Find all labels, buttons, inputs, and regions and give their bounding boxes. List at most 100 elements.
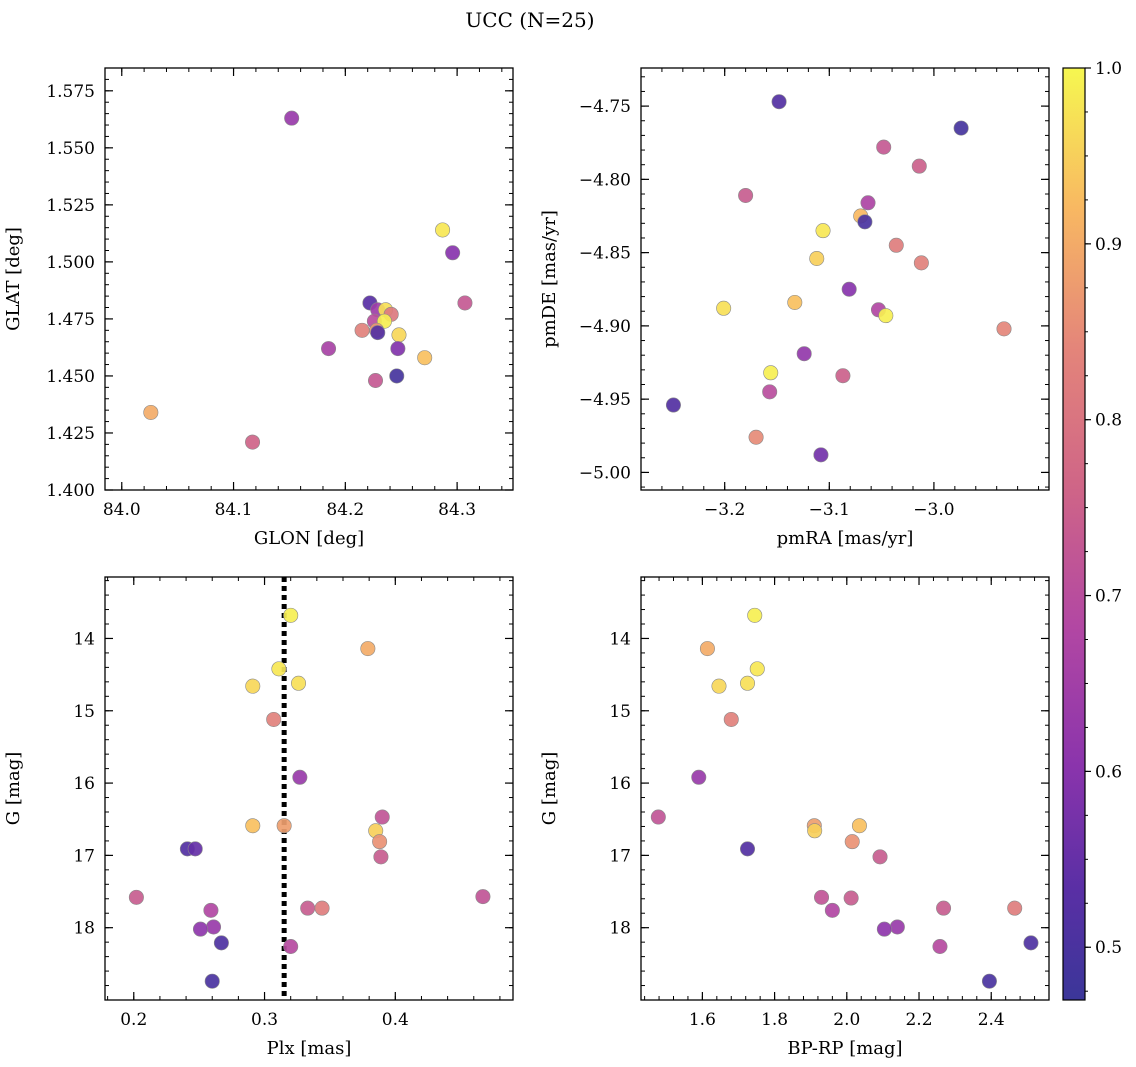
figure-title: UCC (N=25) xyxy=(465,8,594,32)
y-tick-label: 1.400 xyxy=(46,481,95,501)
x-tick-label: 0.4 xyxy=(382,1010,409,1030)
scatter-point xyxy=(844,834,860,850)
scatter-point xyxy=(815,223,831,239)
scatter-point xyxy=(389,368,405,384)
y-tick-label: 1.475 xyxy=(46,310,95,330)
y-tick-label: 1.450 xyxy=(46,367,95,387)
scatter-point xyxy=(740,675,756,691)
x-tick-label: −3.2 xyxy=(704,500,745,520)
y-axis-label: G [mag] xyxy=(3,752,24,825)
scatter-point xyxy=(716,300,732,316)
scatter-point xyxy=(913,255,929,271)
scatter-point xyxy=(807,823,823,839)
y-tick-label: −4.90 xyxy=(579,317,631,337)
y-tick-label: 1.525 xyxy=(46,196,95,216)
panel-4: 1.6 1.8 2.0 2.2 2.4 14 15 16 17 18 BP-RP [mag] G [m… xyxy=(539,576,1050,1059)
y-tick-label: 16 xyxy=(609,774,631,794)
y-tick-label: 1.425 xyxy=(46,424,95,444)
x-axis-label: GLON [deg] xyxy=(254,528,364,549)
scatter-point xyxy=(911,158,927,174)
x-tick-label: 84.1 xyxy=(215,500,253,520)
scatter-point xyxy=(888,237,904,253)
scatter-point xyxy=(1007,900,1023,916)
x-axis-label: pmRA [mas/yr] xyxy=(777,528,914,549)
scatter-point xyxy=(314,900,330,916)
scatter-point xyxy=(981,973,997,989)
scatter-point xyxy=(878,308,894,324)
scatter-point xyxy=(321,341,337,357)
scatter-point xyxy=(374,809,390,825)
panels: 84.0 84.1 84.2 84.3 1.400 1.425 1.450 1.475 1.50… xyxy=(3,67,1050,1059)
y-tick-label: 17 xyxy=(73,846,95,866)
y-axis-label: G [mag] xyxy=(539,752,560,825)
y-tick-label: −4.95 xyxy=(579,390,631,410)
scatter-point xyxy=(860,195,876,211)
scatter-point xyxy=(650,809,666,825)
y-tick-label: −4.75 xyxy=(579,97,631,117)
scatter-point xyxy=(889,919,905,935)
scatter-point xyxy=(813,447,829,463)
scatter-point xyxy=(360,641,376,657)
colorbar: 0.5 0.6 0.7 0.8 0.9 1.0 xyxy=(1062,59,1122,1001)
scatter-point xyxy=(283,607,299,623)
colorbar-tick-label: 1.0 xyxy=(1095,59,1122,79)
scatter-point xyxy=(876,139,892,155)
panel-2: −3.2 −3.1 −3.0 −4.75 −4.80 −4.85 −4.90 −4.95 −5.… xyxy=(539,67,1050,549)
scatter-point xyxy=(738,187,754,203)
y-tick-label: 18 xyxy=(73,919,95,939)
y-tick-label: −5.00 xyxy=(579,463,631,483)
scatter-point xyxy=(245,434,261,450)
scatter-point xyxy=(283,938,299,954)
colorbar-gradient xyxy=(1062,67,1086,1001)
scatter-point xyxy=(143,404,159,420)
y-tick-label: 16 xyxy=(73,774,95,794)
scatter-point xyxy=(749,661,765,677)
scatter-point xyxy=(996,321,1012,337)
scatter-point xyxy=(953,120,969,136)
y-axis-label: GLAT [deg] xyxy=(3,227,24,331)
scatter-point xyxy=(372,834,388,850)
scatter-point xyxy=(435,222,451,238)
scatter-point xyxy=(354,322,370,338)
scatter-point xyxy=(292,769,308,785)
scatter-point xyxy=(835,368,851,384)
x-tick-label: 1.6 xyxy=(689,1010,716,1030)
y-tick-label: 17 xyxy=(609,846,631,866)
scatter-point xyxy=(457,295,473,311)
y-tick-label: 1.575 xyxy=(46,82,95,102)
scatter-point xyxy=(245,678,261,694)
x-tick-label: 2.2 xyxy=(905,1010,932,1030)
scatter-point xyxy=(204,973,220,989)
scatter-point xyxy=(417,350,433,366)
y-tick-label: 15 xyxy=(73,702,95,722)
scatter-point xyxy=(370,325,386,341)
scatter-point xyxy=(475,889,491,905)
scatter-point xyxy=(872,849,888,865)
scatter-point xyxy=(128,889,144,905)
y-tick-label: −4.80 xyxy=(579,170,631,190)
colorbar-tick-label: 0.5 xyxy=(1095,938,1122,958)
scatter-point xyxy=(245,818,261,834)
x-tick-label: 84.2 xyxy=(326,500,364,520)
scatter-point xyxy=(796,346,812,362)
y-tick-label: 15 xyxy=(609,702,631,722)
y-tick-label: 14 xyxy=(73,629,95,649)
scatter-point xyxy=(276,818,292,834)
y-tick-label: −4.85 xyxy=(579,244,631,264)
x-axis-label: Plx [mas] xyxy=(267,1038,352,1059)
scatter-point xyxy=(851,818,867,834)
scatter-point xyxy=(368,373,384,389)
scatter-point xyxy=(740,841,756,857)
scatter-point xyxy=(747,607,763,623)
x-tick-label: 84.3 xyxy=(438,500,476,520)
x-axis-label: BP-RP [mag] xyxy=(787,1038,902,1059)
y-tick-label: 1.500 xyxy=(46,253,95,273)
scatter-point xyxy=(665,397,681,413)
scatter-point xyxy=(857,214,873,230)
scatter-point xyxy=(203,902,219,918)
scatter-point xyxy=(266,711,282,727)
scatter-point xyxy=(390,341,406,357)
scatter-point xyxy=(936,900,952,916)
scatter-point xyxy=(187,841,203,857)
